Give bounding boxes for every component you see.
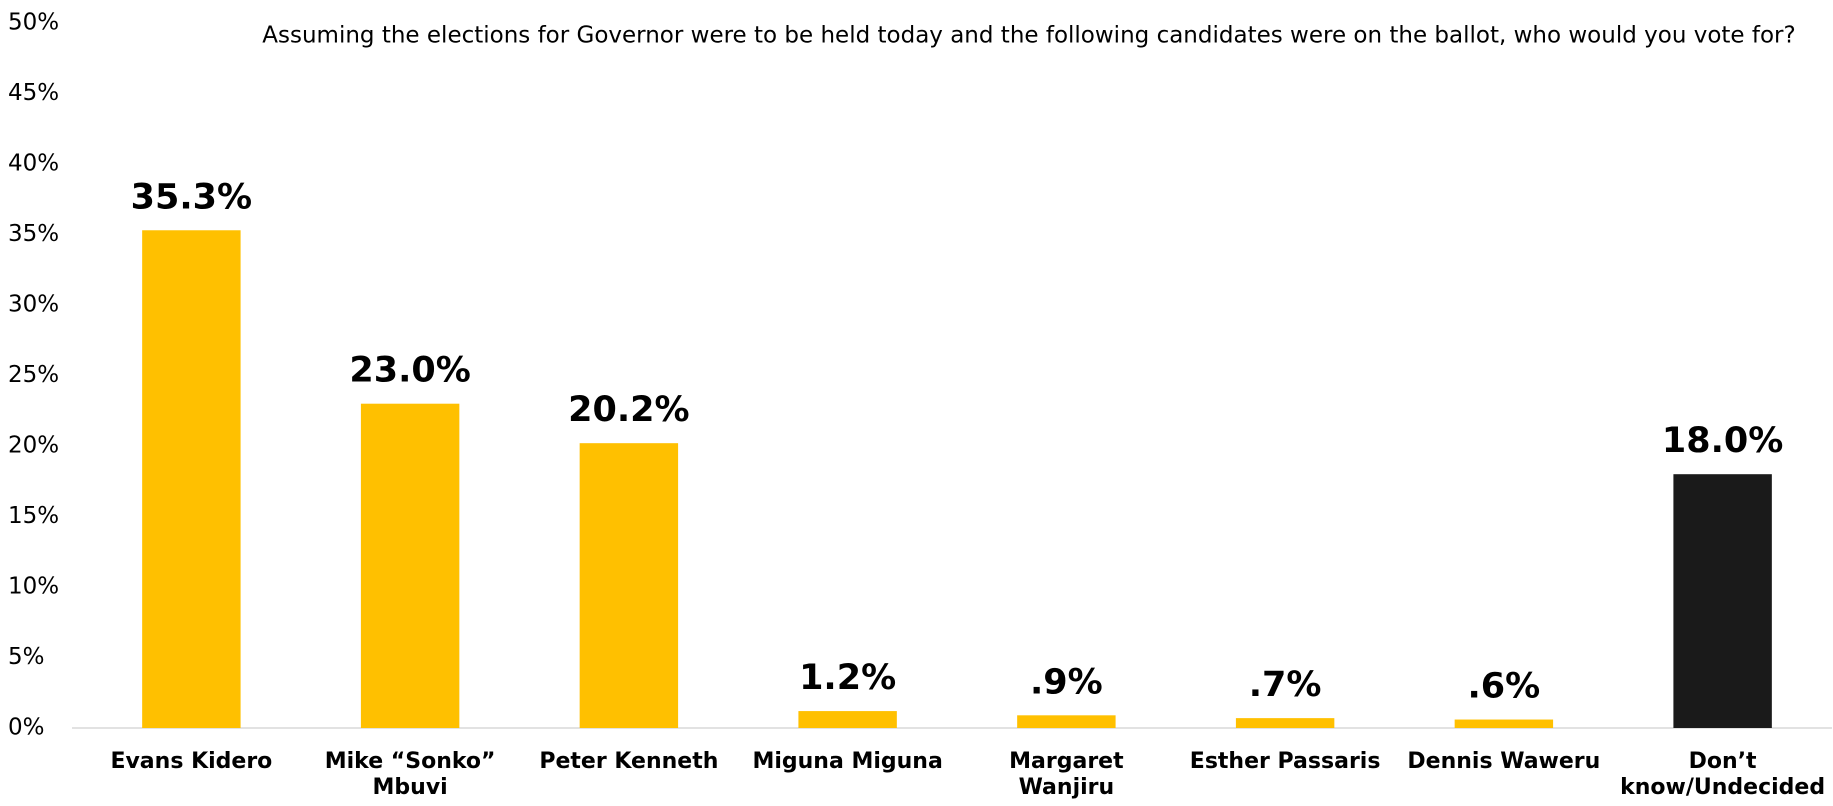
x-tick-label: Margaret: [1009, 749, 1124, 774]
value-label: 23.0%: [349, 351, 470, 391]
y-tick-label: 20%: [8, 433, 59, 459]
x-tick-label: know/Undecided: [1620, 775, 1825, 800]
chart-title: Assuming the elections for Governor were…: [262, 23, 1795, 49]
bar: [1454, 719, 1554, 728]
x-tick-label: Mike “Sonko”: [325, 749, 496, 774]
x-tick-label: Peter Kenneth: [539, 749, 718, 774]
x-tick-label: Evans Kidero: [110, 749, 272, 774]
bar: [798, 711, 897, 728]
value-label: .9%: [1030, 662, 1103, 702]
value-label: .7%: [1249, 665, 1322, 705]
value-label: .6%: [1468, 667, 1541, 707]
bar: [1017, 715, 1116, 728]
bar: [360, 403, 460, 728]
y-tick-label: 40%: [8, 151, 59, 177]
y-tick-label: 35%: [8, 221, 59, 247]
x-tick-label: Esther Passaris: [1190, 749, 1381, 774]
y-tick-label: 50%: [8, 10, 59, 36]
x-tick-label: Dennis Waweru: [1407, 749, 1600, 774]
bar: [579, 443, 679, 728]
y-tick-label: 0%: [8, 715, 45, 741]
value-label: 18.0%: [1662, 421, 1783, 461]
bar: [1673, 474, 1772, 728]
y-tick-label: 15%: [8, 503, 59, 529]
value-label: 1.2%: [799, 658, 896, 698]
y-tick-label: 30%: [8, 292, 59, 318]
y-tick-label: 25%: [8, 362, 59, 388]
y-tick-label: 45%: [8, 80, 59, 106]
x-tick-label: Mbuvi: [373, 775, 448, 800]
y-tick-label: 5%: [8, 644, 45, 670]
x-tick-label: Miguna Miguna: [752, 749, 942, 774]
y-tick-label: 10%: [8, 574, 59, 600]
bar: [1235, 718, 1335, 728]
value-label: 35.3%: [131, 177, 252, 217]
x-tick-label: Don’t: [1689, 749, 1757, 774]
bar: [142, 230, 241, 728]
value-label: 20.2%: [568, 390, 689, 430]
x-tick-label: Wanjiru: [1019, 775, 1115, 800]
